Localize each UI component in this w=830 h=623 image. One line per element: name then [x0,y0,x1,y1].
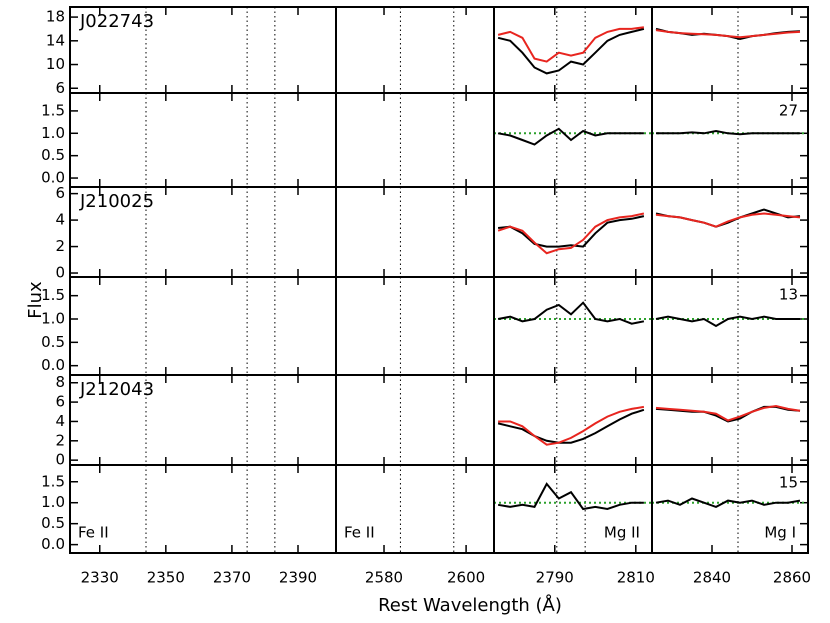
y-tick-label: 0 [55,264,65,282]
y-tick-label: 14 [46,31,65,49]
x-tick-label: 2600 [447,569,485,587]
spectrum-line [498,405,645,446]
x-tick-label: 2370 [213,569,251,587]
object-name: J022743 [79,11,154,32]
spectrum-line [655,29,801,39]
panel-frame [69,6,809,94]
y-tick-label: 2 [55,237,65,255]
y-tick-label: 6 [55,79,65,97]
snr-label: 27 [779,102,798,120]
y-tick-label: 0.0 [41,169,65,187]
x-tick-label: 2350 [147,569,185,587]
y-tick-label: 1.0 [41,310,65,328]
y-tick-label: 1.5 [41,101,65,119]
spectrum-line [497,301,645,325]
x-tick-label: 2840 [693,569,731,587]
object-name: J210025 [79,191,154,212]
spectrum-line [497,26,645,63]
object-name: J212043 [79,379,154,400]
spectrum-line [497,215,645,248]
panel-frame [69,186,809,278]
spectrum-line [655,404,801,422]
column-label: Mg I [764,524,796,542]
y-axis-label: Flux [25,281,46,319]
snr-label: 13 [779,286,798,304]
y-tick-label: 0.5 [41,333,65,351]
x-tick-label: 2790 [536,569,574,587]
column-label: Mg II [604,524,640,542]
spectrum-line [497,408,645,444]
spectrum-line [497,482,644,511]
y-tick-label: 18 [46,8,65,26]
y-tick-label: 10 [46,55,65,73]
x-tick-label: 2390 [279,569,317,587]
panel-frame [69,374,809,466]
y-tick-label: 0.0 [41,356,65,374]
y-tick-label: 1.5 [41,286,65,304]
y-tick-label: 1.0 [41,124,65,142]
spectrum-line [497,212,645,255]
y-tick-label: 2 [55,431,65,449]
y-tick-label: 1.0 [41,493,65,511]
x-tick-label: 2810 [617,569,655,587]
spectrum-line [655,315,800,328]
y-tick-label: 0 [55,451,65,469]
spectrum-line [497,127,644,146]
y-tick-label: 6 [55,393,65,411]
y-tick-label: 1.5 [41,472,65,490]
y-tick-label: 0.5 [41,514,65,532]
y-tick-label: 0.5 [41,146,65,164]
spectrum-line [655,212,801,228]
panel-frame [69,92,809,188]
y-tick-label: 6 [55,184,65,202]
x-tick-label: 2580 [365,569,403,587]
y-tick-label: 0.0 [41,535,65,553]
panel-frame [69,464,809,554]
column-label: Fe II [78,524,109,542]
spectrum-line [655,497,801,508]
column-label: Fe II [344,524,375,542]
panel-frame [69,276,809,376]
y-tick-label: 4 [55,211,65,229]
y-tick-label: 8 [55,373,65,391]
y-tick-label: 4 [55,412,65,430]
x-axis-label: Rest Wavelength (Å) [378,594,562,616]
snr-label: 15 [779,474,798,492]
x-tick-label: 2860 [773,569,811,587]
spectrum-line [497,27,645,75]
spectrum-line [656,129,800,136]
x-tick-label: 2330 [81,569,119,587]
